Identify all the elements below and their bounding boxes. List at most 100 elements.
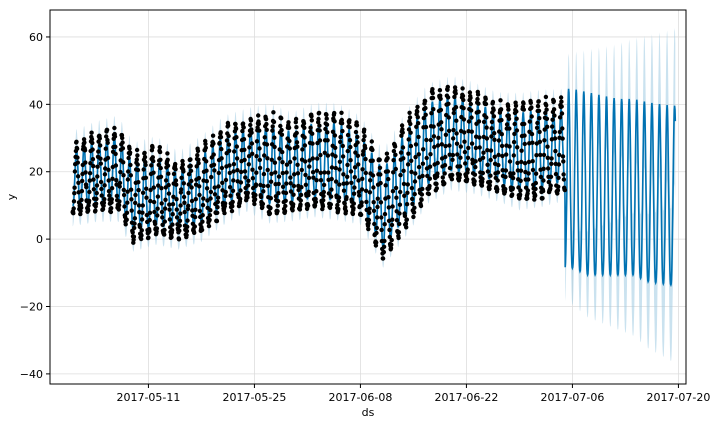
observed-point <box>143 175 149 180</box>
observed-point <box>208 196 213 201</box>
observed-point <box>291 183 297 189</box>
observed-point <box>562 187 568 193</box>
observed-point <box>510 192 515 197</box>
observed-point <box>177 223 182 228</box>
observed-point <box>367 206 372 211</box>
observed-point <box>496 152 501 158</box>
observed-point <box>445 95 451 100</box>
observed-point <box>505 104 511 109</box>
observed-point <box>242 147 247 152</box>
x-axis-label: ds <box>362 406 375 419</box>
observed-point <box>503 174 508 180</box>
observed-point <box>157 145 162 150</box>
x-tick-label: 2017-06-22 <box>434 391 498 404</box>
observed-point <box>341 181 346 186</box>
observed-point <box>203 141 208 147</box>
observed-point <box>315 156 320 161</box>
observed-point <box>537 129 542 135</box>
observed-point <box>341 188 347 193</box>
observed-point <box>211 141 216 146</box>
observed-point <box>316 116 321 122</box>
observed-point <box>406 137 411 142</box>
observed-point <box>442 181 447 186</box>
observed-point <box>243 175 248 180</box>
observed-point <box>380 256 386 261</box>
observed-point <box>298 202 303 207</box>
observed-points <box>70 84 568 261</box>
observed-point <box>311 175 316 180</box>
observed-point <box>126 155 131 161</box>
observed-point <box>370 158 375 163</box>
observed-point <box>273 194 279 199</box>
observed-point <box>217 140 222 146</box>
observed-point <box>469 129 474 134</box>
observed-point <box>117 184 122 189</box>
observed-point <box>443 154 448 160</box>
observed-point <box>553 171 559 177</box>
observed-point <box>142 150 147 156</box>
observed-point <box>485 169 491 174</box>
observed-point <box>269 171 274 176</box>
observed-point <box>159 186 164 191</box>
observed-point <box>276 181 281 187</box>
observed-point <box>507 126 512 131</box>
observed-point <box>473 145 479 151</box>
observed-point <box>454 118 459 123</box>
observed-point <box>418 203 424 209</box>
observed-point <box>378 172 383 177</box>
observed-point <box>94 183 100 188</box>
observed-point <box>560 136 565 141</box>
observed-point <box>136 187 141 193</box>
observed-point <box>473 159 478 164</box>
observed-point <box>136 180 141 185</box>
observed-point <box>412 205 417 210</box>
observed-point <box>277 156 282 161</box>
observed-point <box>117 199 122 204</box>
observed-point <box>455 152 460 157</box>
observed-point <box>211 162 217 167</box>
observed-point <box>525 196 530 201</box>
observed-point <box>261 189 266 194</box>
observed-point <box>219 146 224 152</box>
observed-point <box>231 162 237 167</box>
observed-point <box>552 113 557 118</box>
observed-point <box>107 193 112 198</box>
observed-point <box>518 178 523 183</box>
observed-point <box>283 198 288 203</box>
observed-point <box>143 162 148 168</box>
x-axis-ticks: 2017-05-11 2017-05-25 2017-06-08 2017-06-22… <box>116 384 710 404</box>
observed-point <box>98 179 104 185</box>
observed-point <box>147 229 152 234</box>
observed-point <box>215 210 220 215</box>
observed-point <box>488 173 493 178</box>
x-tick-label: 2017-06-08 <box>328 391 392 404</box>
observed-point <box>276 191 281 196</box>
observed-point <box>196 161 201 166</box>
observed-point <box>396 235 401 241</box>
observed-point <box>484 125 489 130</box>
observed-point <box>420 161 426 166</box>
observed-point <box>263 116 269 122</box>
observed-point <box>307 158 312 163</box>
observed-point <box>264 121 269 127</box>
observed-point <box>218 134 224 140</box>
observed-point <box>409 169 414 175</box>
observed-point <box>203 145 208 150</box>
observed-point <box>533 180 538 186</box>
observed-point <box>498 98 503 103</box>
observed-point <box>360 152 366 157</box>
observed-point <box>438 107 444 113</box>
observed-point <box>451 136 456 141</box>
observed-point <box>352 165 358 170</box>
observed-point <box>439 127 444 132</box>
observed-point <box>310 141 315 146</box>
observed-point <box>141 167 146 172</box>
observed-point <box>511 171 516 176</box>
observed-point <box>102 197 107 202</box>
observed-point <box>419 192 425 197</box>
observed-point <box>234 135 239 140</box>
observed-point <box>338 139 343 145</box>
observed-point <box>544 107 549 112</box>
observed-point <box>254 170 259 175</box>
observed-point <box>445 84 450 90</box>
